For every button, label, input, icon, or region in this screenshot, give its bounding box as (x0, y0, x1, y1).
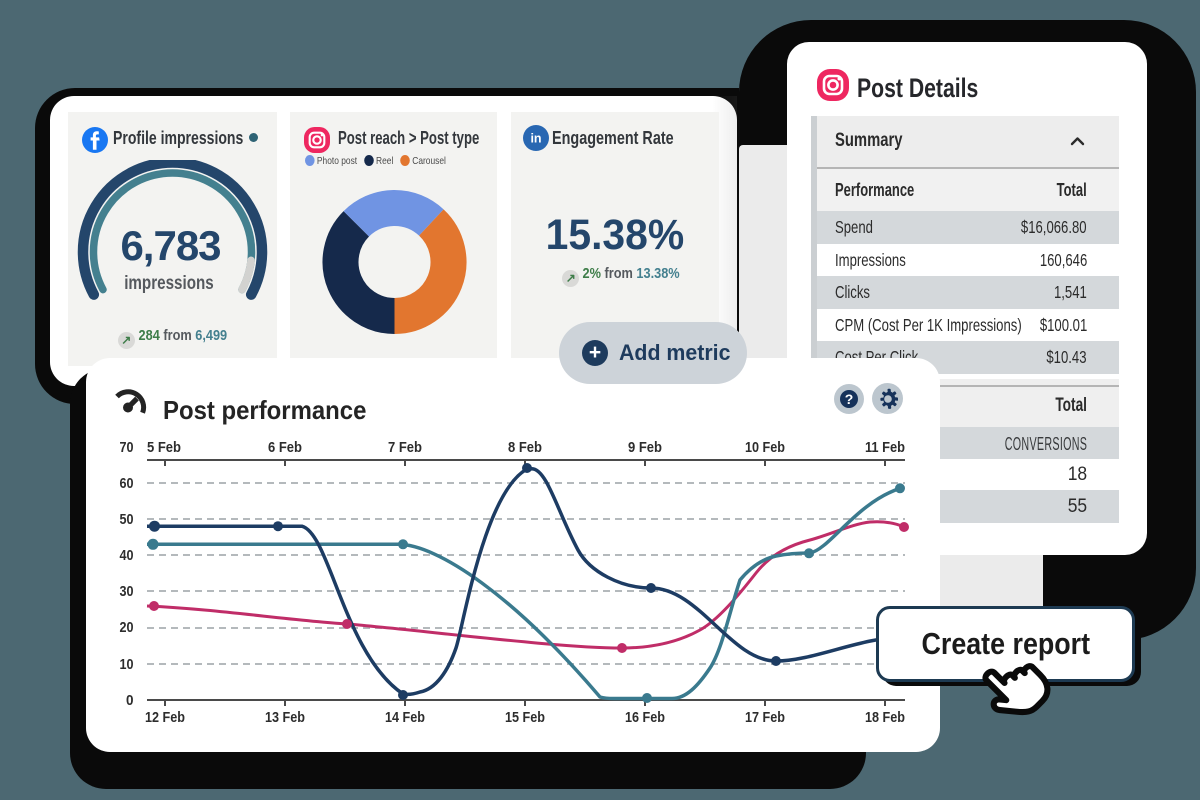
svg-text:20: 20 (120, 619, 134, 636)
svg-text:9 Feb: 9 Feb (628, 439, 662, 456)
svg-text:70: 70 (120, 439, 134, 456)
svg-text:18 Feb: 18 Feb (865, 709, 905, 726)
svg-text:50: 50 (120, 511, 134, 528)
svg-text:7 Feb: 7 Feb (388, 439, 422, 456)
svg-text:30: 30 (120, 583, 134, 600)
svg-text:60: 60 (120, 475, 134, 492)
svg-text:16 Feb: 16 Feb (625, 709, 665, 726)
svg-text:17 Feb: 17 Feb (745, 709, 785, 726)
svg-text:14 Feb: 14 Feb (385, 709, 425, 726)
svg-text:6 Feb: 6 Feb (268, 439, 302, 456)
svg-text:10 Feb: 10 Feb (745, 439, 785, 456)
svg-text:13 Feb: 13 Feb (265, 709, 305, 726)
svg-text:12 Feb: 12 Feb (145, 709, 185, 726)
svg-text:0: 0 (126, 692, 134, 709)
svg-text:15 Feb: 15 Feb (505, 709, 545, 726)
svg-text:11 Feb: 11 Feb (865, 439, 905, 456)
svg-text:10: 10 (120, 656, 134, 673)
svg-text:5 Feb: 5 Feb (147, 439, 181, 456)
svg-text:40: 40 (120, 547, 134, 564)
svg-text:in: in (530, 132, 541, 146)
svg-text:8 Feb: 8 Feb (508, 439, 542, 456)
